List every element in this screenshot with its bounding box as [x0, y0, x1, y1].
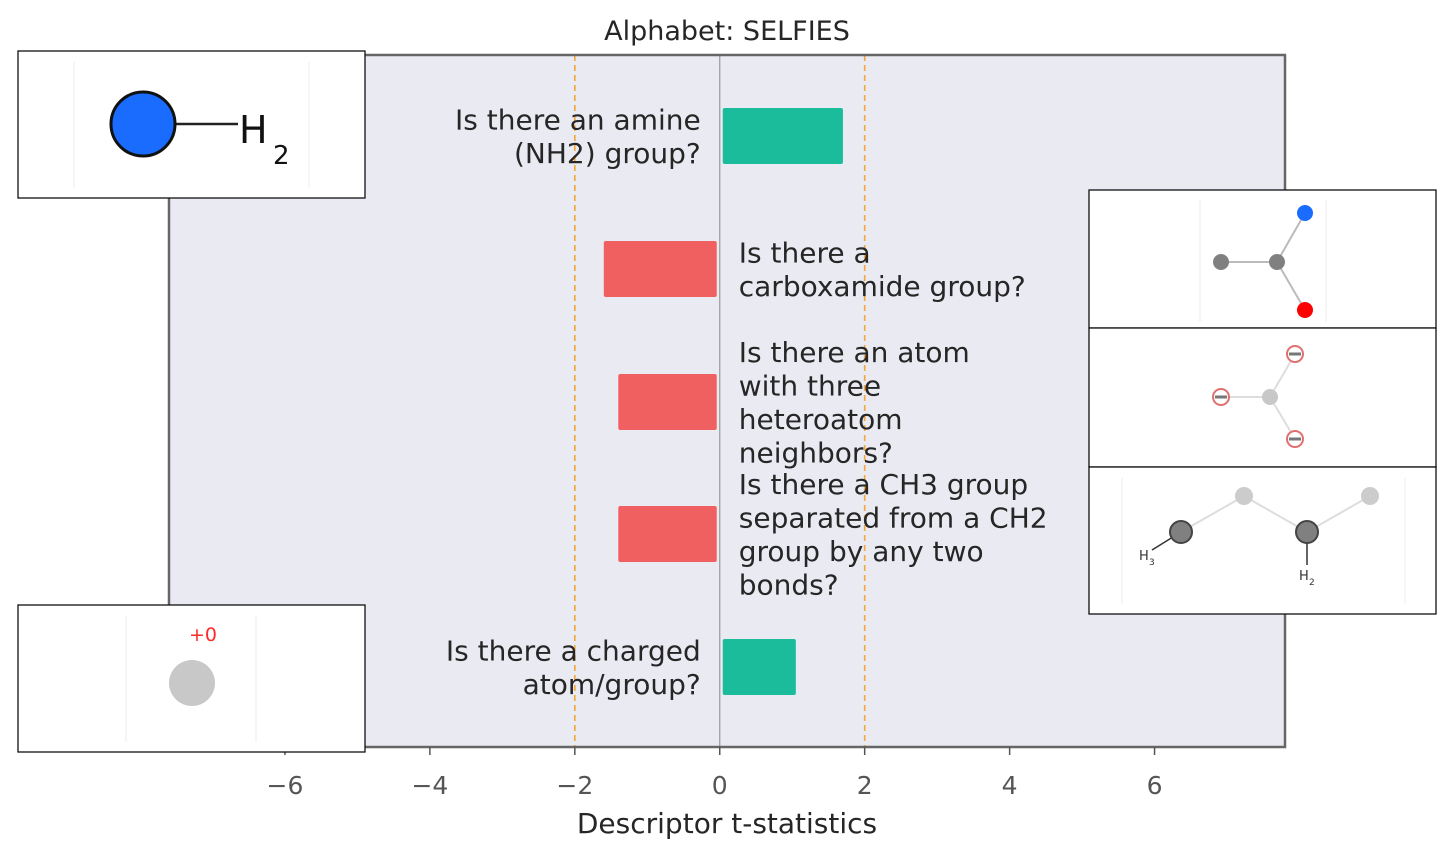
subscript-label: 2	[1309, 578, 1315, 588]
chart-title: Alphabet: SELFIES	[604, 16, 850, 47]
carbon-atom-icon	[1295, 520, 1319, 544]
category-label: bonds?	[739, 568, 839, 601]
bar	[618, 374, 717, 430]
hydrogen-label: H	[1139, 549, 1149, 564]
category-label: Is there an atom	[739, 336, 970, 369]
x-axis-label: Descriptor t-statistics	[577, 807, 877, 840]
category-label: Is there a	[739, 236, 871, 269]
x-tick-label: −2	[556, 771, 593, 800]
category-label: carboxamide group?	[739, 270, 1026, 303]
category-label: heteroatom	[739, 403, 903, 436]
x-tick-label: 6	[1147, 771, 1163, 800]
molecule-inset-amine: H 2	[17, 50, 366, 199]
category-label: atom/group?	[523, 668, 701, 701]
charge-label: +0	[189, 624, 217, 646]
oxygen-atom-icon	[1297, 302, 1313, 318]
category-label: group by any two	[739, 535, 984, 568]
molecule-inset-carboxamide	[1088, 189, 1437, 329]
category-label: Is there a CH3 group	[739, 468, 1028, 501]
category-label: Is there an amine	[455, 103, 701, 136]
bar	[618, 506, 717, 562]
carbon-atom-icon	[1262, 389, 1278, 405]
nitrogen-atom-icon	[109, 90, 177, 158]
category-label: separated from a CH2	[739, 501, 1048, 534]
molecule-inset-charged-atom: +0	[17, 604, 366, 753]
x-tick-label: 4	[1002, 771, 1018, 800]
carbon-atom-icon	[1269, 254, 1285, 270]
category-label: (NH2) group?	[514, 137, 701, 170]
category-label: with three	[739, 369, 881, 402]
x-tick-label: 2	[857, 771, 873, 800]
subscript-label: 2	[273, 141, 290, 171]
bar	[603, 241, 717, 297]
molecule-inset-ch3-ch2: H 3 H 2	[1088, 466, 1437, 615]
carbon-atom-icon	[1235, 487, 1253, 505]
carbon-atom-icon	[1169, 520, 1193, 544]
subscript-label: 3	[1149, 558, 1155, 568]
carbon-atom-icon	[1213, 254, 1229, 270]
category-label: neighbors?	[739, 436, 893, 469]
nitrogen-atom-icon	[1297, 205, 1313, 221]
bar	[722, 108, 843, 164]
x-tick-label: 0	[712, 771, 728, 800]
bar	[722, 639, 796, 695]
category-label: Is there a charged	[446, 634, 701, 667]
x-tick-label: −4	[411, 771, 448, 800]
atom-icon	[169, 660, 215, 706]
molecule-inset-three-heteroatom	[1088, 327, 1437, 468]
hydrogen-label: H	[1299, 569, 1309, 584]
hydrogen-label: H	[239, 108, 268, 152]
x-tick-label: −6	[267, 771, 304, 800]
carbon-atom-icon	[1361, 487, 1379, 505]
